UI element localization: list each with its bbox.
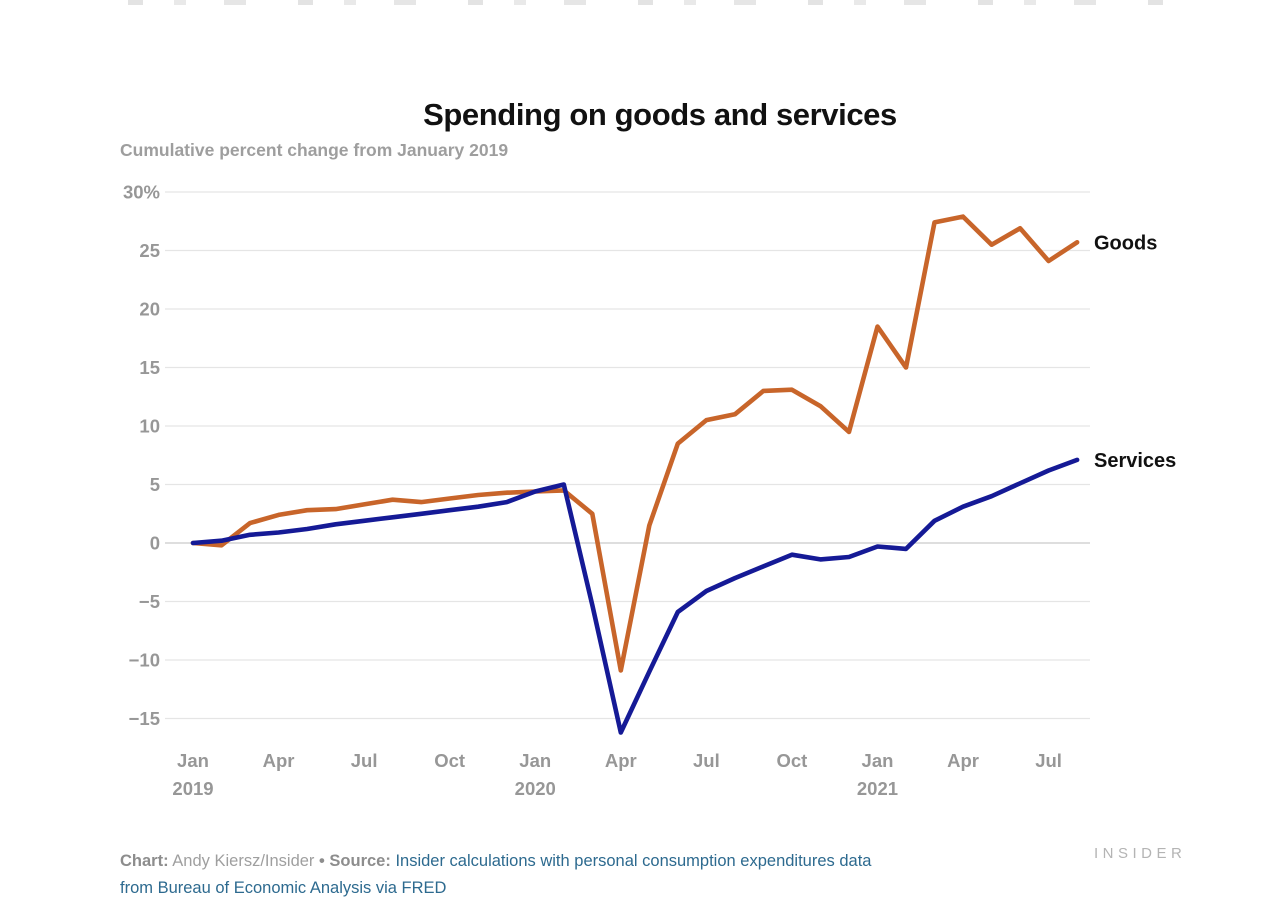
chart-credit-label: Chart: (120, 851, 169, 870)
y-tick-label: 5 (150, 474, 160, 495)
y-tick-label: 20 (139, 299, 160, 320)
chart-credit-name: Andy Kiersz/Insider (172, 851, 315, 870)
x-tick-label: Jul (693, 750, 720, 771)
x-tick-label: Apr (605, 750, 637, 771)
x-tick-label: Jan (177, 750, 209, 771)
source-link-text-line2[interactable]: from Bureau of Economic Analysis via FRE… (120, 878, 447, 897)
x-tick-year: 2019 (172, 778, 213, 799)
y-tick-label: −15 (129, 708, 160, 729)
goods-line (190, 214, 1080, 673)
credit-separator: • (319, 851, 325, 870)
x-tick-year: 2020 (515, 778, 556, 799)
chart-subtitle: Cumulative percent change from January 2… (120, 140, 509, 160)
source-link-text[interactable]: Insider calculations with personal consu… (395, 851, 872, 870)
x-tick-label: Jul (351, 750, 378, 771)
y-tick-label: −5 (139, 591, 160, 612)
x-tick-label: Jan (862, 750, 894, 771)
x-tick-label: Apr (263, 750, 295, 771)
x-tick-label: Jan (519, 750, 551, 771)
x-tick-year: 2021 (857, 778, 898, 799)
series-end-label-services: Services (1094, 450, 1176, 472)
y-tick-label: 15 (139, 357, 160, 378)
x-tick-label: Jul (1035, 750, 1062, 771)
series-end-label-goods: Goods (1094, 232, 1157, 254)
y-tick-label: 25 (139, 240, 160, 261)
page-title: Spending on goods and services (423, 96, 897, 132)
y-tick-label: 0 (150, 533, 160, 554)
x-tick-label: Apr (947, 750, 979, 771)
x-tick-label: Oct (434, 750, 465, 771)
x-tick-label: Oct (776, 750, 807, 771)
y-tick-label: −10 (129, 650, 160, 671)
footer-credit: Chart: Andy Kiersz/Insider • Source: Ins… (120, 848, 1060, 902)
y-tick-label: 10 (139, 416, 160, 437)
insider-watermark: INSIDER (1094, 845, 1187, 862)
source-label: Source: (329, 851, 391, 870)
y-tick-label: 30% (123, 182, 160, 203)
services-line (190, 457, 1080, 735)
clipped-text-remnant (128, 0, 1174, 5)
